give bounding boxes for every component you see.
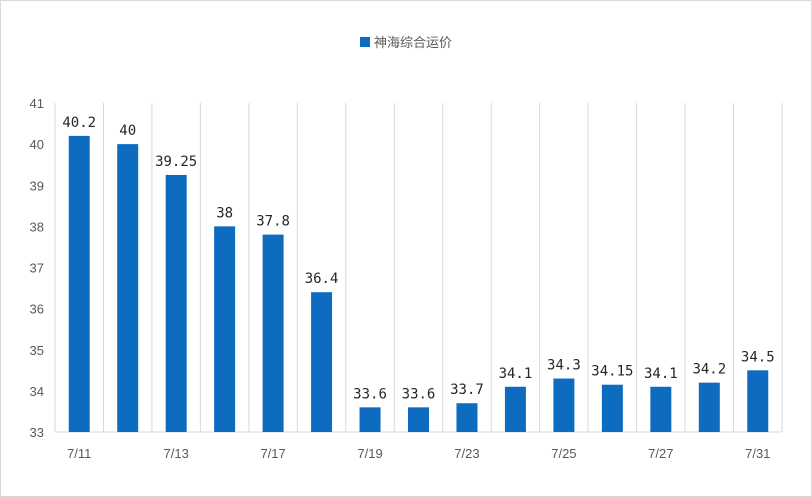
x-tick-label: 7/17 <box>260 446 285 461</box>
x-tick-label: 7/23 <box>454 446 479 461</box>
x-tick-label: 7/13 <box>164 446 189 461</box>
data-label: 33.6 <box>353 386 387 402</box>
legend-swatch <box>359 36 370 47</box>
bar <box>504 386 526 432</box>
bar <box>408 407 429 432</box>
y-tick-label: 38 <box>30 219 44 234</box>
bar <box>456 403 478 432</box>
y-tick-label: 36 <box>30 302 44 317</box>
data-label: 34.3 <box>547 358 581 374</box>
y-tick-label: 37 <box>30 261 44 276</box>
bar <box>214 226 236 432</box>
data-label: 39.25 <box>155 154 197 170</box>
data-label: 33.7 <box>450 382 484 398</box>
bar <box>311 292 333 432</box>
x-tick-label: 7/25 <box>551 446 576 461</box>
bar <box>747 370 769 432</box>
bar <box>117 144 139 432</box>
y-tick-label: 35 <box>30 343 44 358</box>
bar <box>262 234 284 432</box>
y-tick-label: 40 <box>30 137 44 152</box>
y-tick-label: 34 <box>30 384 44 399</box>
bar <box>68 135 90 432</box>
data-label: 34.2 <box>692 362 726 378</box>
y-tick-label: 41 <box>30 96 44 111</box>
data-label: 34.5 <box>741 349 775 365</box>
legend-label: 神海综合运价 <box>373 35 452 50</box>
x-tick-label: 7/11 <box>67 446 91 461</box>
bar <box>601 384 623 432</box>
x-tick-label: 7/31 <box>745 446 770 461</box>
x-tick-label: 7/19 <box>357 446 382 461</box>
y-tick-label: 33 <box>30 425 44 440</box>
data-label: 38 <box>216 205 233 221</box>
bar <box>650 386 672 432</box>
x-tick-label: 7/27 <box>648 446 673 461</box>
legend: 神海综合运价 <box>0 32 812 51</box>
data-label: 36.4 <box>305 271 339 287</box>
data-label: 34.1 <box>644 366 678 382</box>
bar <box>553 378 575 432</box>
data-label: 33.6 <box>402 386 436 402</box>
data-label: 40.2 <box>62 115 96 131</box>
bar <box>359 407 381 432</box>
data-label: 34.15 <box>591 364 633 380</box>
y-tick-label: 39 <box>30 178 44 193</box>
bar <box>698 382 720 432</box>
data-label: 37.8 <box>256 214 290 230</box>
bar <box>165 174 187 432</box>
data-label: 40 <box>119 123 136 139</box>
data-label: 34.1 <box>499 366 533 382</box>
